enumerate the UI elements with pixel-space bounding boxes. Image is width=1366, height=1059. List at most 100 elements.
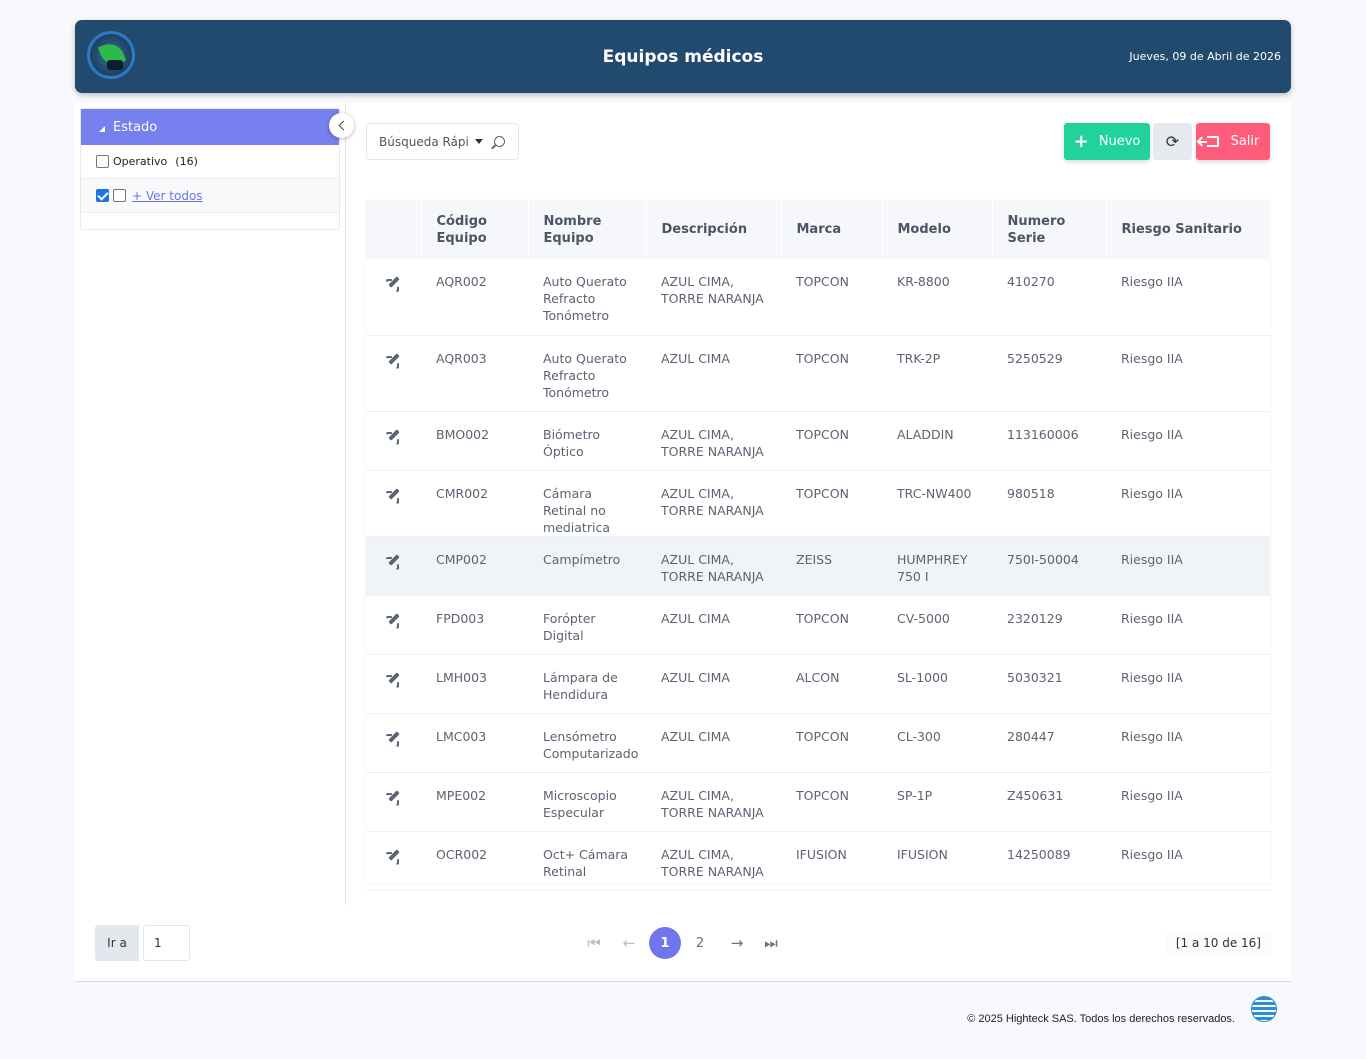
new-button[interactable]: + Nuevo xyxy=(1064,123,1150,160)
chevron-down-icon xyxy=(475,139,483,144)
edit-cell xyxy=(366,470,421,536)
edit-icon[interactable] xyxy=(386,487,401,504)
cell-descripcion: AZUL CIMA xyxy=(661,728,730,744)
collapse-sidebar-button[interactable] xyxy=(329,113,354,138)
cell-descripcion: AZUL CIMA, TORRE NARANJA xyxy=(661,787,764,820)
cell-modelo: CL-300 xyxy=(897,728,941,744)
checkbox-operativo[interactable] xyxy=(96,155,109,168)
edit-cell xyxy=(366,654,421,713)
edit-icon[interactable] xyxy=(386,789,401,806)
edit-icon[interactable] xyxy=(386,428,401,445)
search-placeholder: Búsqueda Rápida xyxy=(379,134,469,149)
record-range: [1 a 10 de 16] xyxy=(1165,931,1271,955)
cell-riesgo: Riesgo IIA xyxy=(1121,846,1183,862)
filter-card-estado: Estado Operativo (16) + Ver todos xyxy=(80,108,340,230)
cell-marca: TOPCON xyxy=(796,274,849,289)
next-page-button[interactable]: → xyxy=(721,927,753,959)
table-row[interactable]: BMO002 Biómetro Óptico AZUL CIMA, TORRE NA… xyxy=(366,411,1270,470)
cell-codigo: MPE002 xyxy=(436,787,487,803)
exit-button[interactable]: Salir xyxy=(1196,123,1270,160)
cell-descripcion: AZUL CIMA, TORRE NARANJA xyxy=(661,846,764,879)
cell-riesgo: Riesgo IIA xyxy=(1121,551,1183,567)
edit-icon[interactable] xyxy=(386,612,401,629)
cell-descripcion: AZUL CIMA xyxy=(661,669,730,685)
cell-modelo: IFUSION xyxy=(897,846,948,862)
header-descripcion[interactable]: Descripción xyxy=(646,200,782,259)
main-content: Estado Operativo (16) + Ver todos Búsque… xyxy=(75,103,1291,905)
table-row[interactable]: LMH003 Lámpara de Hendidura AZUL CIMA ALCON… xyxy=(366,654,1270,713)
refresh-button[interactable]: ⟳ xyxy=(1153,123,1192,160)
filter-option-count: (16) xyxy=(175,155,198,168)
filter-title: Estado xyxy=(113,119,158,135)
cell-riesgo: Riesgo IIA xyxy=(1121,669,1183,685)
cell-marca: TOPCON xyxy=(796,350,849,366)
cell-serie: 113160006 xyxy=(1007,426,1079,442)
show-all-link[interactable]: + Ver todos xyxy=(132,188,203,203)
filter-header-estado[interactable]: Estado xyxy=(81,109,339,145)
prev-page-button[interactable]: ← xyxy=(613,927,645,959)
current-date: Jueves, 09 de Abril de 2026 xyxy=(1129,50,1281,63)
table-row[interactable]: MPE002 Microscopio Especular AZUL CIMA, TO… xyxy=(366,772,1270,831)
cell-nombre: Campímetro xyxy=(543,551,621,567)
table-row[interactable]: OCR002 Oct+ Cámara Retinal AZUL CIMA, TORR… xyxy=(366,831,1270,890)
filter-option-operativo[interactable]: Operativo (16) xyxy=(81,145,339,179)
cell-nombre: Lensómetro Computarizado xyxy=(543,728,639,761)
page-1-button[interactable]: 1 xyxy=(649,927,681,959)
header-riesgo[interactable]: Riesgo Sanitario xyxy=(1106,200,1271,259)
quick-search-dropdown[interactable]: Búsqueda Rápida xyxy=(366,123,519,160)
table-row[interactable]: CMR002 Cámara Retinal no mediatrica AZUL C… xyxy=(366,470,1270,536)
page-2-button[interactable]: 2 xyxy=(695,935,705,951)
copyright-text: © 2025 Highteck SAS. Todos los derechos … xyxy=(967,1013,1235,1025)
first-page-button[interactable]: ⏮ xyxy=(578,927,610,959)
header-modelo[interactable]: Modelo xyxy=(882,200,993,259)
cell-marca: TOPCON xyxy=(796,728,849,744)
arrow-left-icon: ← xyxy=(622,934,636,952)
cell-codigo: LMH003 xyxy=(436,669,488,685)
cell-riesgo: Riesgo IIA xyxy=(1121,350,1183,366)
cell-codigo: FPD003 xyxy=(436,610,485,626)
header-codigo[interactable]: Código Equipo xyxy=(421,200,529,259)
edit-cell xyxy=(366,595,421,654)
clinic-logo xyxy=(87,31,135,79)
edit-icon[interactable] xyxy=(386,352,401,369)
cell-marca: TOPCON xyxy=(796,787,849,803)
cell-marca: TOPCON xyxy=(796,485,849,501)
checkbox-show-all[interactable] xyxy=(113,189,126,202)
cell-descripcion: AZUL CIMA xyxy=(661,350,730,366)
header-serie[interactable]: Numero Serie xyxy=(992,200,1107,259)
header-nombre[interactable]: Nombre Equipo xyxy=(528,200,647,259)
table-row[interactable]: AQR003 Auto Querato Refracto Tonómetro AZU… xyxy=(366,335,1270,411)
table-row[interactable]: AQR002 Auto Querato Refracto Tonómetro AZU… xyxy=(366,259,1270,335)
edit-cell xyxy=(366,335,421,411)
cell-modelo: TRC-NW400 xyxy=(897,485,972,501)
cell-descripcion: AZUL CIMA, TORRE NARANJA xyxy=(661,274,764,306)
cell-serie: 2320129 xyxy=(1007,610,1063,626)
sign-out-icon xyxy=(1198,136,1219,147)
expand-triangle-icon xyxy=(99,126,105,132)
cell-riesgo: Riesgo IIA xyxy=(1121,787,1183,803)
search-icon[interactable] xyxy=(494,136,505,147)
cell-descripcion: AZUL CIMA, TORRE NARANJA xyxy=(661,426,764,459)
edit-icon[interactable] xyxy=(386,671,401,688)
first-page-icon: ⏮ xyxy=(587,934,601,952)
cell-descripcion: AZUL CIMA, TORRE NARANJA xyxy=(661,551,764,584)
app-header: Equipos médicos Jueves, 09 de Abril de 2… xyxy=(75,20,1291,93)
cell-serie: 410270 xyxy=(1007,274,1055,289)
table-row[interactable]: CMP002 Campímetro AZUL CIMA, TORRE NARANJA… xyxy=(366,536,1270,595)
header-marca[interactable]: Marca xyxy=(781,200,883,259)
cell-serie: 750I-50004 xyxy=(1007,551,1079,567)
edit-icon[interactable] xyxy=(386,848,401,865)
edit-icon[interactable] xyxy=(386,276,401,292)
edit-icon[interactable] xyxy=(386,553,401,570)
table-row[interactable]: FPD003 Forópter Digital AZUL CIMA TOPCON CV-… xyxy=(366,595,1270,654)
cell-nombre: Forópter Digital xyxy=(543,610,596,643)
cell-riesgo: Riesgo IIA xyxy=(1121,728,1183,744)
edit-icon[interactable] xyxy=(386,730,401,747)
equipment-table: Código Equipo Nombre Equipo Descripción … xyxy=(366,200,1271,890)
arrow-right-icon: → xyxy=(730,934,744,952)
table-row[interactable]: LMC003 Lensómetro Computarizado AZUL CIMA T… xyxy=(366,713,1270,772)
goto-page-input[interactable]: 1 xyxy=(143,925,190,961)
last-page-button[interactable]: ⏭ xyxy=(755,927,787,959)
cell-nombre: Microscopio Especular xyxy=(543,787,617,820)
checkbox-select-all[interactable] xyxy=(96,189,109,202)
